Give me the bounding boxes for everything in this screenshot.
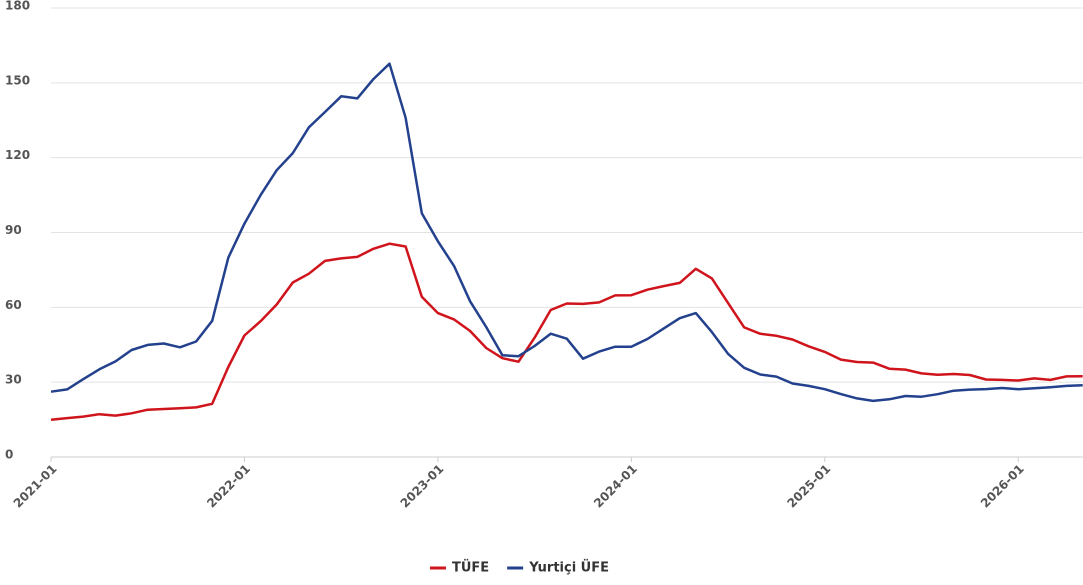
y-tick-label: 90 <box>5 223 22 237</box>
y-tick-label: 120 <box>5 148 30 162</box>
legend-label: TÜFE <box>452 560 489 576</box>
x-tick-label: 2021-01 <box>11 462 60 511</box>
y-tick-label: 0 <box>5 448 13 462</box>
y-tick-label: 180 <box>5 0 30 13</box>
legend-label: Yurtiçi ÜFE <box>528 560 609 576</box>
legend: TÜFE Yurtiçi ÜFE <box>430 560 609 576</box>
x-tick-label: 2022-01 <box>204 462 253 511</box>
y-tick-label: 60 <box>5 298 22 312</box>
y-tick-label: 150 <box>5 73 30 87</box>
x-tick-label: 2024-01 <box>591 462 640 511</box>
x-tick-label: 2023-01 <box>398 462 447 511</box>
x-tick-label: 2026-01 <box>978 462 1027 511</box>
y-tick-label: 30 <box>5 373 22 387</box>
series-line <box>50 62 1083 403</box>
x-tick-label: 2025-01 <box>785 462 834 511</box>
series-line <box>50 242 1083 421</box>
